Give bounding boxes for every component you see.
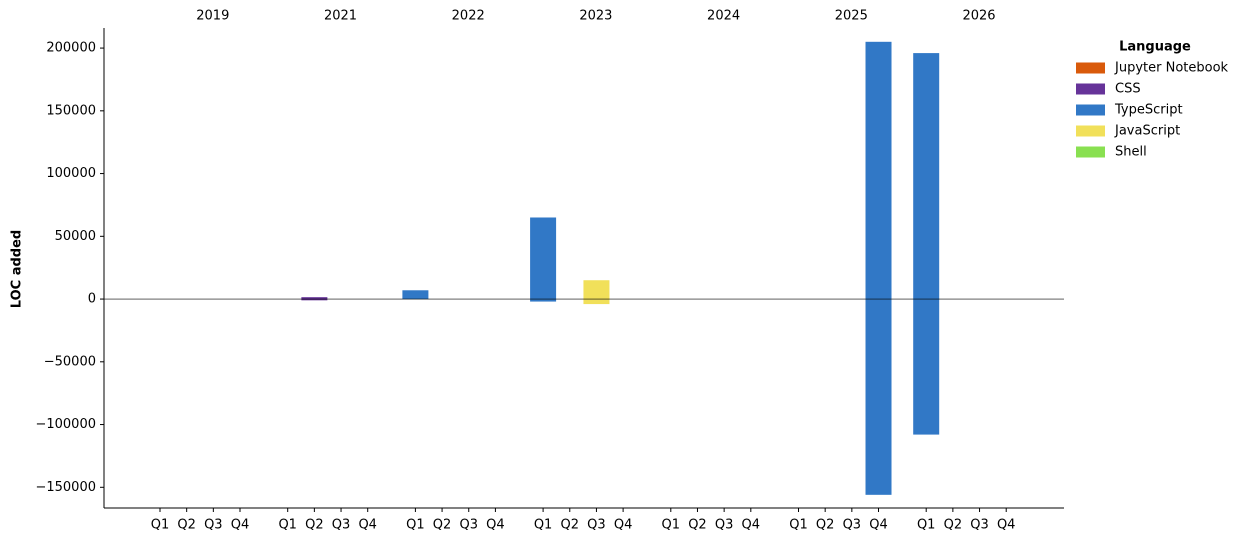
bar <box>583 280 610 300</box>
x-tick-label: Q2 <box>177 518 196 533</box>
x-tick-label: Q1 <box>534 518 553 533</box>
x-tick-label: Q3 <box>715 518 734 533</box>
legend-label: Shell <box>1115 145 1147 160</box>
bar <box>913 53 940 300</box>
y-tick-label: 0 <box>88 292 96 307</box>
x-tick-label: Q1 <box>278 518 297 533</box>
x-tick-label: Q3 <box>204 518 223 533</box>
x-tick-label: Q2 <box>433 518 452 533</box>
legend-swatch <box>1076 83 1105 95</box>
bar <box>583 299 610 305</box>
legend-label: Jupyter Notebook <box>1114 61 1229 76</box>
x-tick-label: Q2 <box>561 518 580 533</box>
x-tick-label: Q4 <box>358 518 377 533</box>
year-label: 2022 <box>452 9 485 24</box>
bar <box>530 217 557 300</box>
y-tick-label: 100000 <box>46 166 96 181</box>
x-tick-label: Q4 <box>742 518 761 533</box>
y-axis-label: LOC added <box>10 230 25 308</box>
x-tick-label: Q3 <box>459 518 478 533</box>
legend-label: JavaScript <box>1114 124 1180 139</box>
bar <box>865 299 892 495</box>
x-tick-label: Q1 <box>151 518 170 533</box>
y-tick-label: −150000 <box>35 480 96 495</box>
bar <box>913 299 940 435</box>
legend-title: Language <box>1119 40 1191 55</box>
x-tick-label: Q1 <box>789 518 808 533</box>
year-label: 2024 <box>707 9 740 24</box>
y-tick-label: −100000 <box>35 417 96 432</box>
bar <box>301 297 328 300</box>
bar <box>530 299 557 302</box>
x-tick-label: Q4 <box>869 518 888 533</box>
x-tick-label: Q4 <box>231 518 250 533</box>
year-label: 2021 <box>324 9 357 24</box>
bar <box>865 41 892 300</box>
legend-swatch <box>1076 146 1105 158</box>
legend-swatch <box>1076 125 1105 137</box>
legend-swatch <box>1076 62 1105 74</box>
x-tick-label: Q3 <box>332 518 351 533</box>
x-tick-label: Q3 <box>843 518 862 533</box>
x-tick-label: Q2 <box>305 518 324 533</box>
x-tick-label: Q4 <box>614 518 633 533</box>
y-tick-label: 50000 <box>55 229 96 244</box>
x-tick-label: Q4 <box>486 518 505 533</box>
legend-label: CSS <box>1115 82 1141 97</box>
year-label: 2019 <box>196 9 229 24</box>
year-label: 2026 <box>962 9 995 24</box>
y-tick-label: −50000 <box>44 354 96 369</box>
bar <box>402 290 429 300</box>
legend-swatch <box>1076 104 1105 116</box>
x-tick-label: Q1 <box>406 518 425 533</box>
year-label: 2023 <box>579 9 612 24</box>
y-tick-label: 150000 <box>46 103 96 118</box>
x-tick-label: Q1 <box>917 518 936 533</box>
x-tick-label: Q4 <box>997 518 1016 533</box>
year-label: 2025 <box>835 9 868 24</box>
bar <box>301 299 328 301</box>
x-tick-label: Q2 <box>688 518 707 533</box>
x-tick-label: Q2 <box>944 518 963 533</box>
x-tick-label: Q1 <box>662 518 681 533</box>
x-tick-label: Q3 <box>970 518 989 533</box>
y-tick-label: 200000 <box>46 41 96 56</box>
x-tick-label: Q3 <box>587 518 606 533</box>
legend-label: TypeScript <box>1114 103 1183 118</box>
x-tick-label: Q2 <box>816 518 835 533</box>
